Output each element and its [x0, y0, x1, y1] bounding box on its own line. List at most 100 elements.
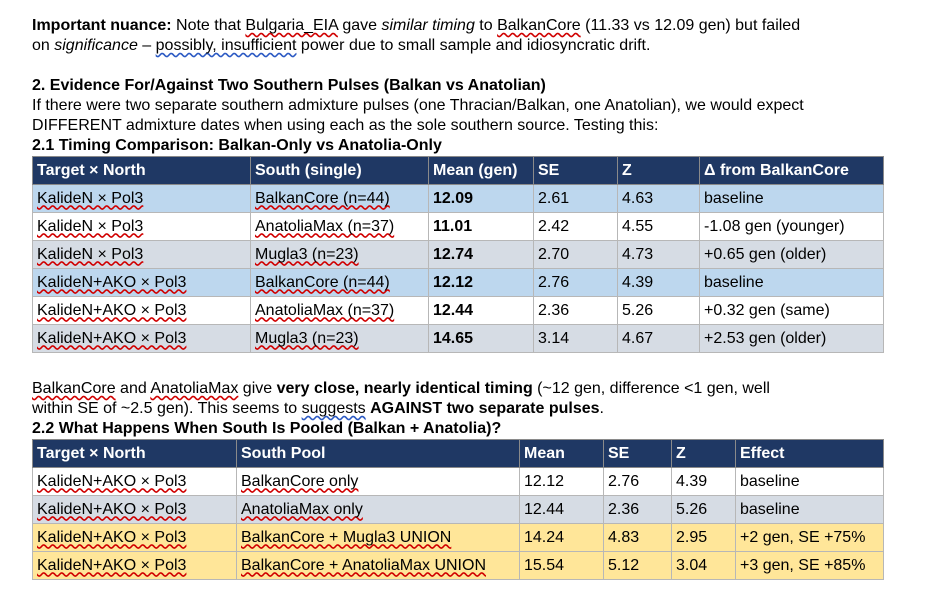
conclusion-paragraph: BalkanCore and AnatoliaMax give very clo… — [32, 379, 892, 419]
table-cell: 4.73 — [617, 240, 700, 269]
cell-text: +0.65 gen (older) — [704, 245, 827, 263]
cell-text: 3.04 — [676, 556, 708, 574]
cell-text: 4.73 — [622, 245, 654, 263]
cell-text: KalideN × Pol3 — [37, 245, 144, 263]
cell-text: 4.55 — [622, 217, 654, 235]
table-cell: 4.55 — [617, 212, 700, 241]
section-2-line-1: If there were two separate southern admi… — [32, 97, 804, 114]
cell-text: 15.54 — [524, 556, 565, 574]
table-cell: 2.36 — [603, 495, 672, 524]
table-cell: 2.61 — [533, 184, 618, 213]
table-cell: baseline — [699, 184, 884, 213]
against-term: AGAINST two separate pulses — [370, 400, 600, 417]
cell-text: KalideN+AKO × Pol3 — [37, 329, 187, 347]
cell-text: AnatoliaMax (n=37) — [255, 217, 395, 235]
cell-text: BalkanCore only — [241, 472, 359, 490]
table-cell: BalkanCore (n=44) — [250, 184, 429, 213]
table-cell: 5.26 — [617, 296, 700, 325]
pooled-south-table: Target × North South Pool Mean SE Z Effect Ka… — [32, 439, 884, 580]
conclusion-text: within SE of ~2.5 gen). This seems to — [32, 400, 302, 417]
table-cell: KalideN × Pol3 — [32, 212, 251, 241]
table-header-row: Target × North South (single) Mean (gen) SE… — [32, 156, 884, 185]
table-cell: Mugla3 (n=23) — [250, 324, 429, 353]
cell-text: 4.63 — [622, 189, 654, 207]
column-header: Z — [617, 156, 700, 185]
table-cell: KalideN+AKO × Pol3 — [32, 296, 251, 325]
nuance-text: on — [32, 37, 55, 54]
table-cell: +0.32 gen (same) — [699, 296, 884, 325]
significance-term: significance — [54, 37, 138, 54]
nuance-text: Note that — [171, 17, 246, 34]
suggests-term: suggests — [301, 400, 366, 417]
nuance-lead: Important nuance: — [32, 17, 172, 34]
table-header-row: Target × North South Pool Mean SE Z Effect — [32, 439, 884, 468]
table-cell: 5.12 — [603, 551, 672, 580]
cell-text: BalkanCore + Mugla3 UNION — [241, 528, 452, 546]
cell-text: 5.26 — [676, 500, 708, 518]
table-cell: KalideN × Pol3 — [32, 184, 251, 213]
nuance-text: power due to small sample and idiosyncra… — [296, 37, 651, 54]
nuance-text: to — [474, 17, 498, 34]
cell-text: 14.24 — [524, 528, 565, 546]
table-cell: baseline — [735, 467, 884, 496]
cell-text: 3.14 — [538, 329, 570, 347]
table-row: KalideN+AKO × Pol3 BalkanCore only 12.12 2.… — [32, 467, 884, 496]
cell-text: KalideN+AKO × Pol3 — [37, 472, 187, 490]
cell-text: Mugla3 (n=23) — [255, 329, 359, 347]
cell-text: KalideN+AKO × Pol3 — [37, 556, 187, 574]
table-cell: baseline — [699, 268, 884, 297]
table-cell: baseline — [735, 495, 884, 524]
table-cell: KalideN+AKO × Pol3 — [32, 523, 237, 552]
table-cell: BalkanCore + AnatoliaMax UNION — [236, 551, 520, 580]
section-2-line-2: DIFFERENT admixture dates when using eac… — [32, 117, 659, 134]
cell-text: 4.39 — [676, 472, 708, 490]
column-header: Z — [671, 439, 736, 468]
table-cell: 4.67 — [617, 324, 700, 353]
table-cell: 12.74 — [428, 240, 534, 269]
cell-text: 2.36 — [538, 301, 570, 319]
column-header: Mean — [519, 439, 604, 468]
similar-timing-term: similar timing — [381, 17, 475, 34]
cell-text: -1.08 gen (younger) — [704, 217, 845, 235]
table-cell: 4.83 — [603, 523, 672, 552]
close-timing-term: very close, nearly identical timing — [276, 380, 533, 397]
cell-text: 4.39 — [622, 273, 654, 291]
cell-text: 2.42 — [538, 217, 570, 235]
table-row: KalideN × Pol3 Mugla3 (n=23) 12.74 2.70 4.73… — [32, 240, 884, 269]
table-cell: 3.04 — [671, 551, 736, 580]
table-row: KalideN × Pol3 AnatoliaMax (n=37) 11.01 2.4… — [32, 212, 884, 241]
timing-comparison-table: Target × North South (single) Mean (gen) SE… — [32, 156, 884, 353]
anatoliamax-term: AnatoliaMax — [150, 380, 239, 397]
cell-text: 12.12 — [433, 273, 474, 291]
cell-text: baseline — [704, 189, 764, 207]
nuance-text: – — [137, 37, 156, 54]
table-cell: 3.14 — [533, 324, 618, 353]
column-header: Mean (gen) — [428, 156, 534, 185]
cell-text: baseline — [740, 500, 800, 518]
cell-text: 12.12 — [524, 472, 565, 490]
cell-text: baseline — [740, 472, 800, 490]
table-cell: 2.76 — [533, 268, 618, 297]
cell-text: BalkanCore + AnatoliaMax UNION — [241, 556, 486, 574]
conclusion-text: . — [599, 400, 604, 417]
table-cell: BalkanCore only — [236, 467, 520, 496]
table-cell: +3 gen, SE +85% — [735, 551, 884, 580]
cell-text: KalideN+AKO × Pol3 — [37, 500, 187, 518]
table-row: KalideN × Pol3 BalkanCore (n=44) 12.09 2.61… — [32, 184, 884, 213]
cell-text: 12.74 — [433, 245, 474, 263]
balkancore-term: BalkanCore — [497, 17, 581, 34]
table-cell: 2.70 — [533, 240, 618, 269]
column-header: Target × North — [32, 439, 237, 468]
nuance-text: (11.33 vs 12.09 gen) but failed — [580, 17, 801, 34]
conclusion-text: (~12 gen, difference <1 gen, well — [532, 380, 770, 397]
cell-text: 2.76 — [538, 273, 570, 291]
column-header: South Pool — [236, 439, 520, 468]
table-cell: +0.65 gen (older) — [699, 240, 884, 269]
balkancore-term: BalkanCore — [32, 380, 116, 397]
cell-text: 2.61 — [538, 189, 570, 207]
cell-text: BalkanCore (n=44) — [255, 189, 390, 207]
column-header: Effect — [735, 439, 884, 468]
cell-text: 12.09 — [433, 189, 474, 207]
cell-text: +2.53 gen (older) — [704, 329, 827, 347]
table-cell: 2.76 — [603, 467, 672, 496]
